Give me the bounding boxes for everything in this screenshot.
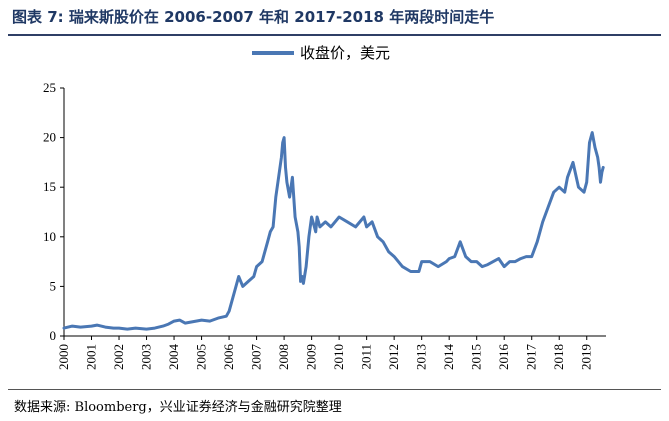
legend-label: 收盘价，美元 [300,44,390,62]
x-tick-label: 2000 [56,344,71,370]
x-tick-label: 2015 [469,344,484,370]
x-tick-label: 2017 [524,344,539,371]
x-tick-label: 2003 [139,344,154,370]
x-tick-label: 2006 [221,344,236,371]
x-tick-label: 2011 [359,344,374,370]
x-tick-label: 2013 [414,344,429,370]
series-line-0 [62,131,605,331]
x-tick-label: 2004 [166,344,181,371]
title-rule [8,34,661,36]
x-tick-label: 2018 [551,344,566,370]
y-tick-label: 0 [50,328,57,343]
x-tick-label: 2016 [496,343,511,370]
source-note: 数据来源: Bloomberg，兴业证券经济与金融研究院整理 [14,400,342,415]
x-tick-label: 2005 [194,344,209,370]
y-tick-label: 20 [43,130,56,145]
x-tick-label: 2007 [249,344,264,371]
x-tick-label: 2009 [304,344,319,370]
x-tick-label: 2001 [84,344,99,370]
y-tick-label: 15 [43,179,56,194]
x-tick-label: 2012 [386,344,401,370]
x-tick-label: 2008 [276,344,291,370]
source-rule [8,389,661,390]
figure-title: 图表 7: 瑞来斯股价在 2006-2007 年和 2017-2018 年两段时… [12,8,495,26]
x-tick-label: 2014 [441,344,456,371]
x-tick-label: 2002 [111,344,126,370]
y-tick-label: 5 [50,278,57,293]
y-tick-label: 10 [43,229,56,244]
x-tick-label: 2019 [579,344,594,370]
x-tick-label: 2010 [331,344,346,370]
y-tick-label: 25 [43,80,56,95]
